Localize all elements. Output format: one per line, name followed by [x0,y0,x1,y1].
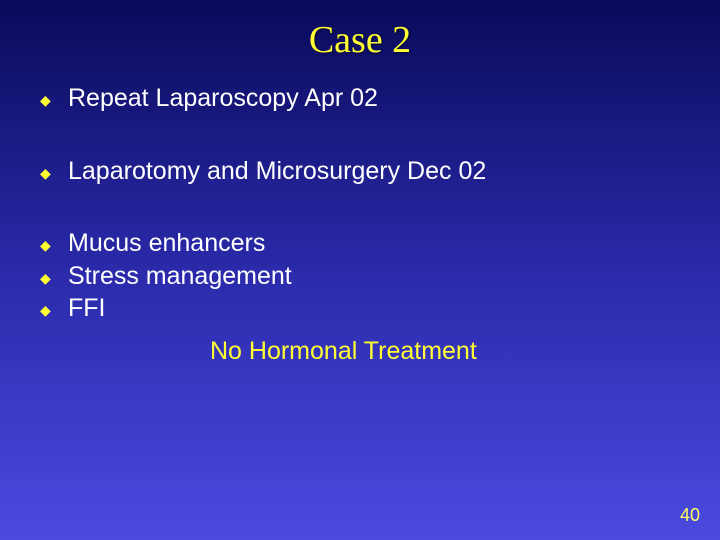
slide: Case 2 ◆ Repeat Laparoscopy Apr 02 ◆ Lap… [0,0,720,540]
bullet-group-3: ◆ Mucus enhancers ◆ Stress management ◆ … [40,227,680,366]
bullet-icon: ◆ [40,82,68,109]
bullet-item: ◆ Repeat Laparoscopy Apr 02 [40,82,680,115]
bullet-text: Laparotomy and Microsurgery Dec 02 [68,155,680,188]
bullet-text: Mucus enhancers [68,227,680,260]
page-number: 40 [680,505,700,526]
bullet-icon: ◆ [40,292,68,319]
bullet-item: ◆ Laparotomy and Microsurgery Dec 02 [40,155,680,188]
bullet-icon: ◆ [40,260,68,287]
bullet-item: ◆ Mucus enhancers [40,227,680,260]
bullet-group-2: ◆ Laparotomy and Microsurgery Dec 02 [40,155,680,188]
bullet-icon: ◆ [40,227,68,254]
bullet-text: Stress management [68,260,680,293]
bullet-item: ◆ Stress management [40,260,680,293]
bullet-group-1: ◆ Repeat Laparoscopy Apr 02 [40,82,680,115]
bullet-icon: ◆ [40,155,68,182]
bullet-item: ◆ FFI [40,292,680,325]
bullet-text: FFI [68,292,680,325]
bullet-text: Repeat Laparoscopy Apr 02 [68,82,680,115]
slide-content: ◆ Repeat Laparoscopy Apr 02 ◆ Laparotomy… [0,62,720,366]
sub-line-text: No Hormonal Treatment [40,325,680,366]
slide-title: Case 2 [0,0,720,62]
